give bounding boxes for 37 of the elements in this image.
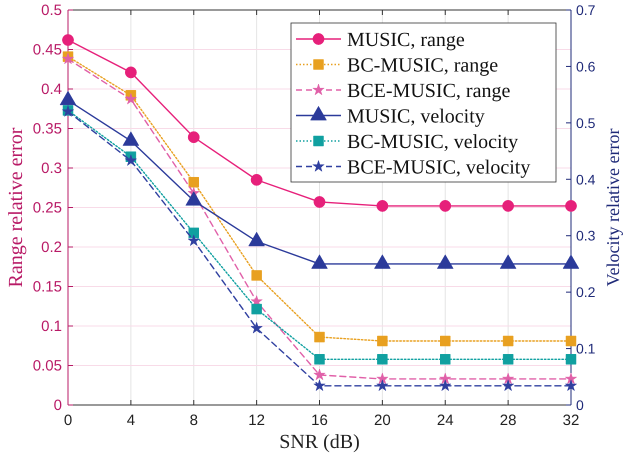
legend-label: MUSIC, range bbox=[347, 29, 465, 51]
y2-tick-label: 0.2 bbox=[576, 284, 596, 300]
y-tick-label: 0.4 bbox=[41, 81, 62, 98]
y-tick-label: 0.3 bbox=[41, 160, 62, 177]
y-tick-label: 0.1 bbox=[41, 318, 62, 335]
x-tick-label: 32 bbox=[562, 412, 580, 429]
x-tick-label: 8 bbox=[190, 412, 198, 429]
y-tick-label: 0.45 bbox=[32, 42, 62, 58]
y-tick-label: 0.2 bbox=[41, 239, 62, 256]
y-tick-label: 0 bbox=[54, 397, 62, 414]
y-tick-label: 0.5 bbox=[41, 2, 62, 19]
y2-tick-label: 0.3 bbox=[576, 228, 596, 244]
y2-tick-label: 0.6 bbox=[576, 58, 596, 74]
y2-tick-label: 0.5 bbox=[576, 114, 596, 131]
x-tick-label: 16 bbox=[311, 412, 328, 429]
y-axis-title: Range relative error bbox=[5, 127, 27, 288]
legend-label: BC-MUSIC, range bbox=[347, 54, 498, 76]
y2-tick-label: 0 bbox=[576, 397, 584, 413]
legend-label: BCE-MUSIC, range bbox=[347, 80, 510, 102]
legend-label: BCE-MUSIC, velocity bbox=[347, 156, 530, 178]
y2-axis-title: Velocity relative error bbox=[603, 128, 623, 286]
x-tick-label: 4 bbox=[126, 412, 136, 429]
y-tick-label: 0.35 bbox=[32, 120, 62, 138]
y-tick-label: 0.15 bbox=[32, 278, 62, 296]
x-tick-label: 12 bbox=[248, 412, 265, 429]
x-tick-label: 28 bbox=[500, 412, 516, 429]
x-axis-title: SNR (dB) bbox=[279, 431, 360, 453]
x-tick-label: 20 bbox=[374, 412, 391, 429]
y2-tick-label: 0.1 bbox=[576, 340, 596, 357]
legend-label: MUSIC, velocity bbox=[347, 106, 485, 128]
x-tick-label: 0 bbox=[64, 412, 72, 429]
y-tick-label: 0.05 bbox=[32, 358, 62, 374]
y2-tick-label: 0.4 bbox=[576, 171, 596, 188]
legend-label: BC-MUSIC, velocity bbox=[347, 131, 518, 153]
y2-tick-label: 0.7 bbox=[576, 2, 596, 18]
x-tick-label: 24 bbox=[436, 412, 454, 429]
y-tick-label: 0.25 bbox=[32, 200, 62, 216]
